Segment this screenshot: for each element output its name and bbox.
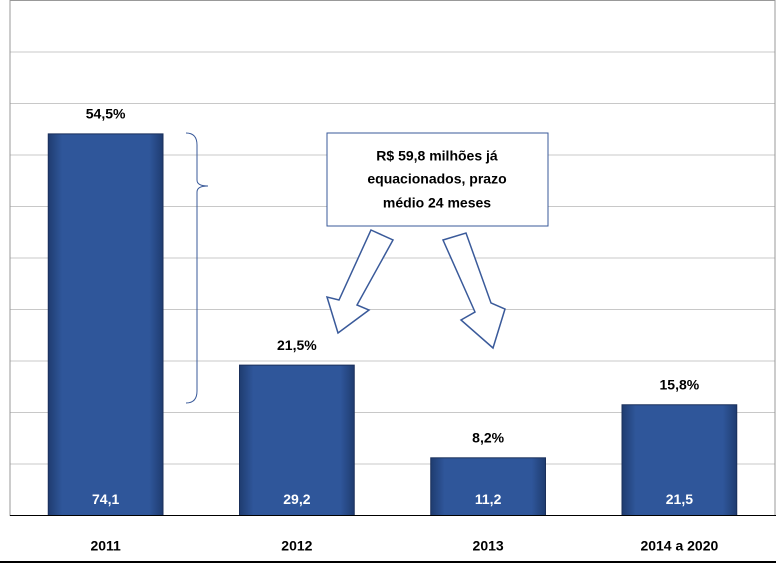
value-label: 21,5 [666, 491, 693, 507]
percent-label: 15,8% [660, 376, 700, 392]
arrow [441, 232, 506, 350]
callout-line: equacionados, prazo [367, 171, 506, 187]
percent-label: 8,2% [472, 430, 504, 446]
x-tick-label: 2012 [281, 538, 312, 554]
bar [47, 133, 164, 516]
callout-line: R$ 59,8 milhões já [376, 148, 498, 164]
brace [185, 132, 209, 404]
percent-label: 21,5% [277, 337, 317, 353]
x-tick-label: 2014 a 2020 [640, 538, 718, 554]
callout-box [326, 132, 549, 227]
x-tick-label: 2011 [90, 538, 121, 554]
bars [47, 133, 738, 517]
x-tick-label: 2013 [473, 538, 504, 554]
percent-label: 54,5% [86, 106, 126, 122]
value-label: 74,1 [92, 491, 119, 507]
callout-line: médio 24 meses [383, 195, 491, 211]
value-label: 29,2 [283, 491, 310, 507]
bar [621, 404, 738, 516]
bar [430, 457, 546, 517]
bar [239, 364, 355, 516]
value-label: 11,2 [475, 491, 502, 507]
arrow [325, 229, 395, 335]
